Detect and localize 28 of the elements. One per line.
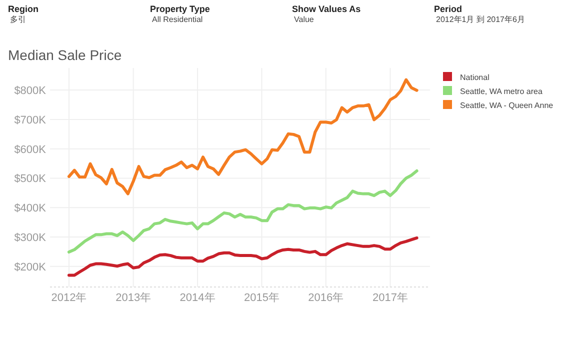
y-tick-label: $800K xyxy=(14,85,47,98)
x-tick-label: 2017年 xyxy=(372,292,408,304)
text: Region xyxy=(8,4,38,14)
text: Property Type xyxy=(150,4,210,14)
line-series xyxy=(67,78,418,196)
text: Value xyxy=(294,15,314,24)
text: Period xyxy=(434,4,462,14)
x-tick-label: 2015年 xyxy=(244,292,280,304)
legend-label: Seattle, WA - Queen Anne xyxy=(460,101,554,110)
text: Show Values As xyxy=(292,4,361,14)
text: 2012年1月 到 2017年6月 xyxy=(436,15,525,24)
line-series xyxy=(67,236,418,277)
y-tick-label: $500K xyxy=(14,173,47,186)
x-tick-label: 2016年 xyxy=(308,292,344,304)
y-tick-label: $300K xyxy=(14,232,47,244)
line-series xyxy=(67,169,418,254)
x-tick-label: 2014年 xyxy=(180,292,216,304)
text: All Residential xyxy=(152,15,203,24)
x-tick-label: 2013年 xyxy=(116,292,152,304)
y-tick-label: $600K xyxy=(14,144,47,156)
chart-title: Median Sale Price xyxy=(8,47,122,63)
y-tick-label: $700K xyxy=(14,114,47,126)
text: 多引 xyxy=(10,15,26,24)
y-tick-label: $200K xyxy=(14,261,47,274)
legend-label: National xyxy=(460,73,490,82)
legend-label: Seattle, WA metro area xyxy=(460,87,543,96)
x-tick-label: 2012年 xyxy=(51,292,87,304)
y-tick-label: $400K xyxy=(14,202,47,215)
